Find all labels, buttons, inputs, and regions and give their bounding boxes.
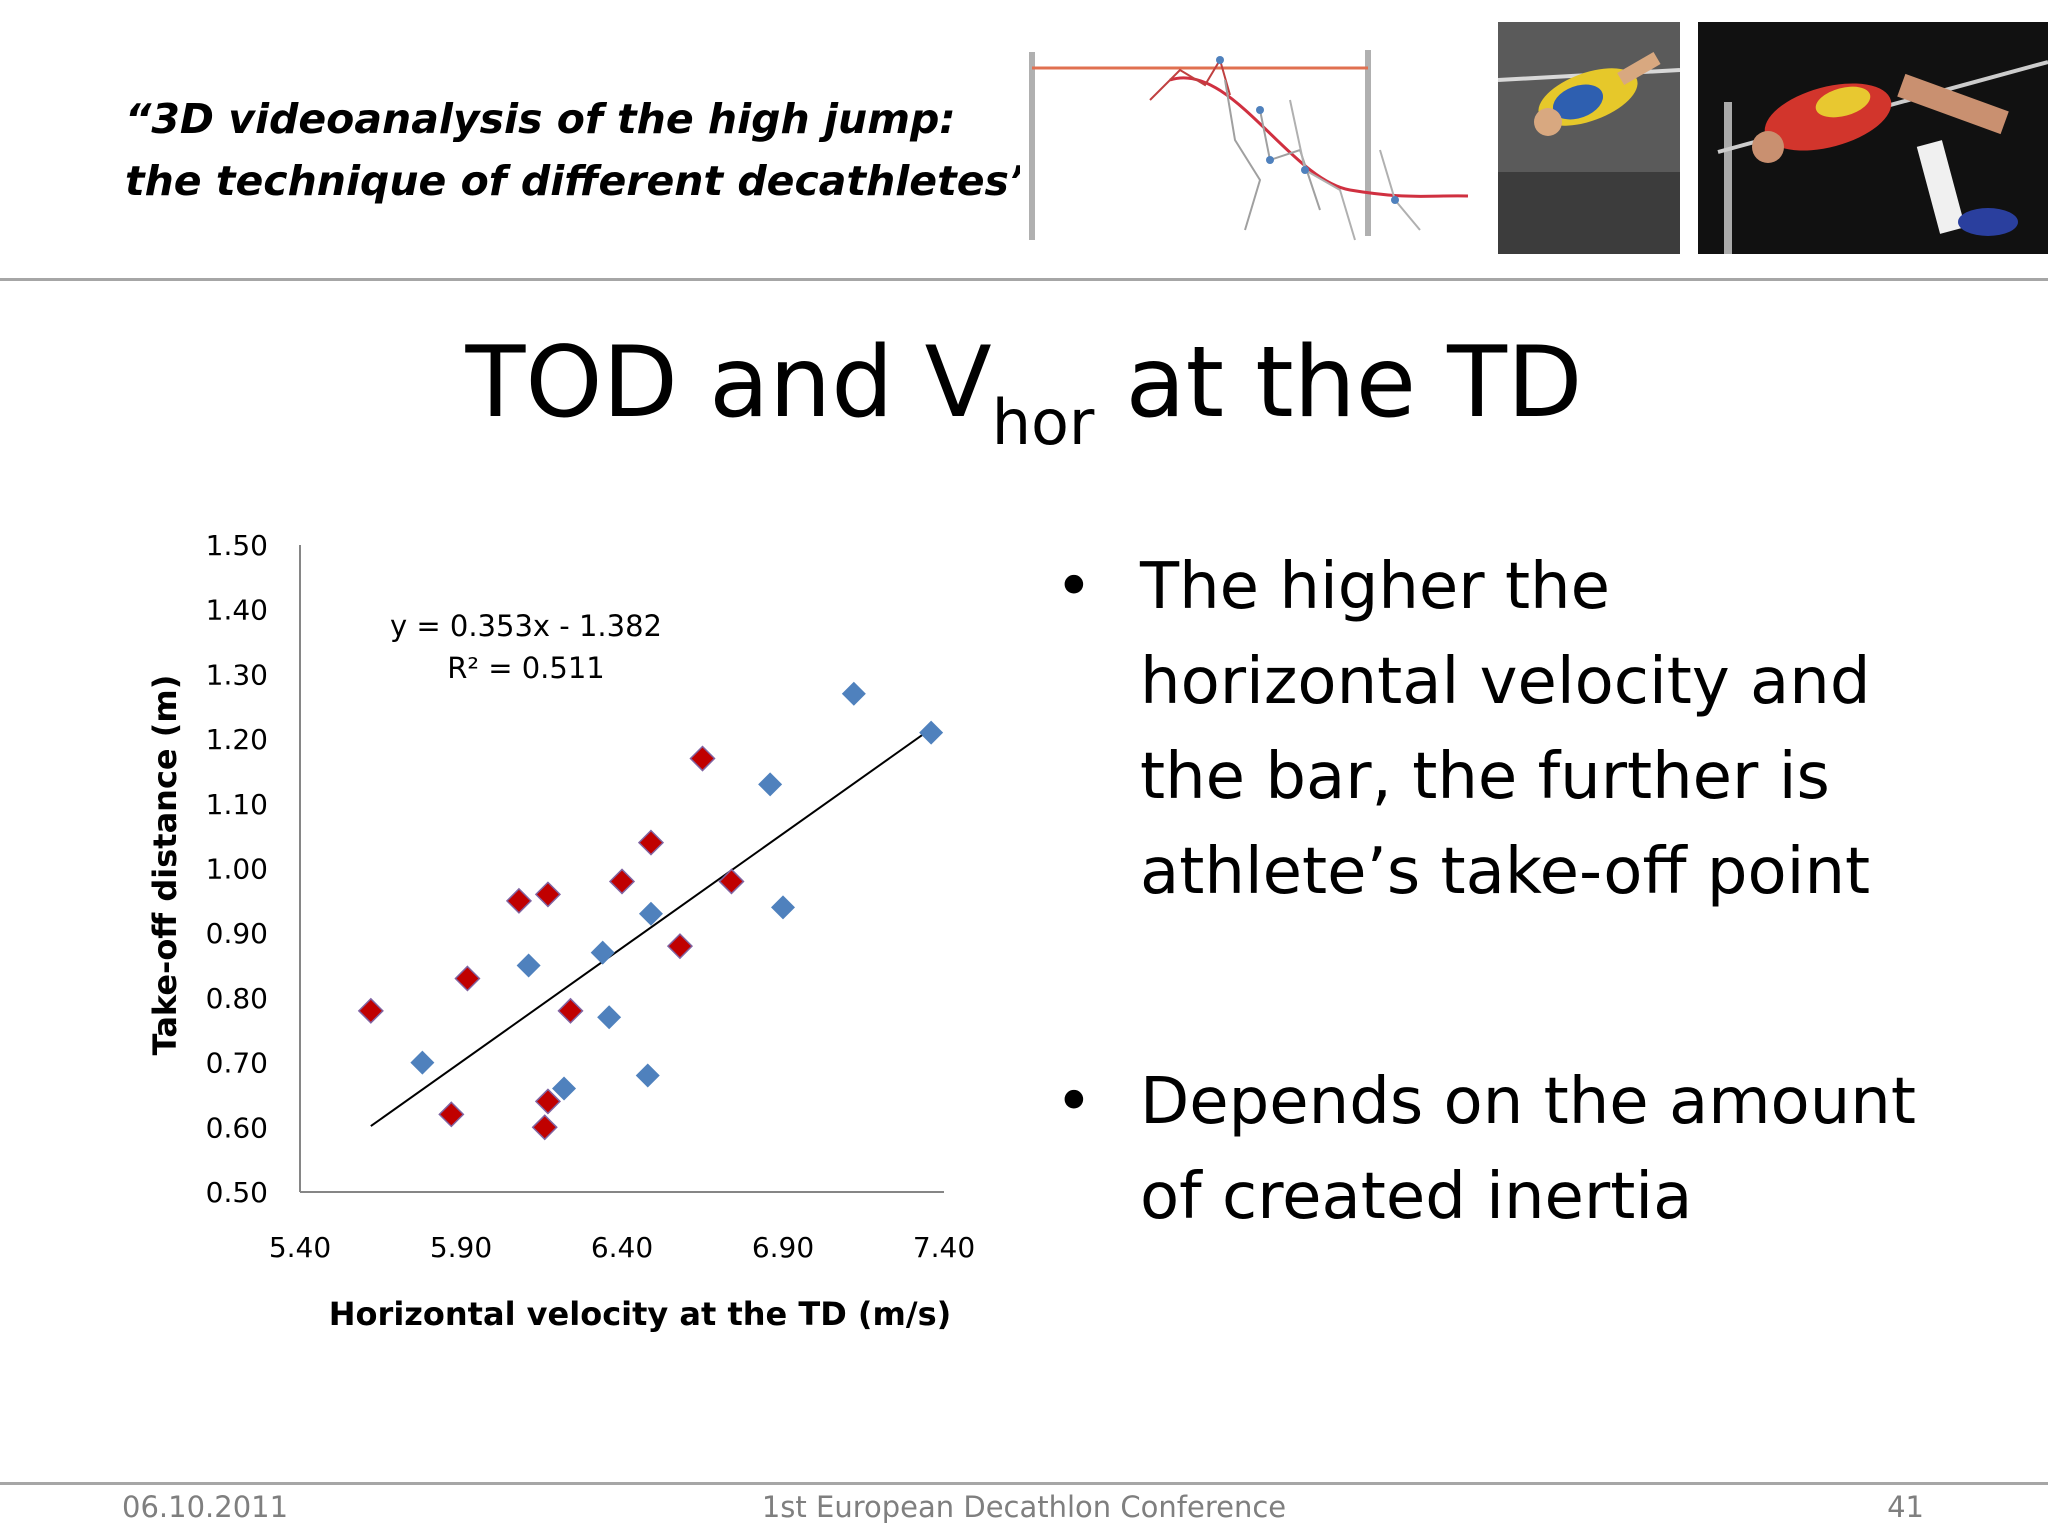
data-point-series-1 (919, 720, 944, 745)
data-point-series-1 (771, 895, 795, 920)
bullet-1-line-1: The higher the (1140, 550, 1610, 624)
trendline (370, 727, 932, 1127)
data-point-series-2 (454, 965, 481, 992)
data-point-series-1 (638, 901, 663, 926)
y-tick-label: 1.50 (206, 529, 268, 562)
y-tick-label: 0.60 (206, 1111, 268, 1144)
y-tick-label: 1.30 (206, 658, 268, 691)
data-point-series-2 (357, 997, 384, 1024)
data-point-series-1 (841, 681, 866, 706)
data-point-series-2 (531, 1114, 558, 1141)
bullet-1-line-3: the bar, the further is (1140, 740, 1830, 814)
data-point-series-2 (534, 881, 562, 908)
data-point-series-2 (718, 868, 745, 895)
athlete-photo-red (1698, 22, 2048, 254)
high-jump-stick-figure-diagram (1020, 40, 1470, 250)
x-tick-label: 6.40 (591, 1231, 653, 1264)
data-point-series-2 (666, 933, 694, 960)
data-point-series-1 (597, 1005, 622, 1030)
footer-page-number: 41 (1887, 1490, 1924, 1524)
scatter-chart: 0.50 0.60 0.70 0.80 0.90 1.00 1.10 1.20 1.30 1.40… (146, 529, 976, 1333)
header-divider (0, 278, 2048, 281)
bullet-1-line-4: athlete’s take-off point (1140, 835, 1871, 909)
title-tail: at the TD (1094, 326, 1583, 440)
bullet-2-line-1: Depends on the amount (1140, 1065, 1916, 1139)
x-tick-label: 5.40 (269, 1231, 331, 1264)
data-point-series-2 (438, 1101, 465, 1128)
data-point-series-1 (516, 953, 541, 978)
header-quote-line1: “3D videoanalysis of the high jump: (125, 95, 956, 143)
x-tick-label: 5.90 (430, 1231, 492, 1264)
bullet-symbol: • (1055, 550, 1093, 624)
y-tick-label: 0.80 (206, 982, 268, 1015)
x-tick-label: 6.90 (752, 1231, 814, 1264)
data-point-series-1 (410, 1050, 435, 1075)
chart-trendline-group (370, 727, 932, 1127)
y-tick-label: 1.20 (206, 723, 268, 756)
title-main: TOD and V (465, 326, 992, 440)
bullet-symbol: • (1055, 1065, 1093, 1139)
x-tick-label: 7.40 (913, 1231, 975, 1264)
trendline-r-squared: R² = 0.511 (447, 651, 605, 685)
y-axis-label: Take-off distance (m) (146, 675, 184, 1056)
chart-points (357, 681, 944, 1141)
data-point-series-2 (534, 1088, 562, 1115)
footer-date: 06.10.2011 (122, 1490, 289, 1524)
bullet-item: • Depends on the amount of created inert… (1055, 1055, 2015, 1245)
bullet-list: • The higher the horizontal velocity and… (1055, 540, 2015, 1245)
y-tick-label: 0.70 (206, 1047, 268, 1080)
y-tick-label: 1.40 (206, 594, 268, 627)
data-point-series-1 (635, 1063, 660, 1088)
athlete-photo-yellow-blue (1498, 22, 1680, 254)
data-point-series-2 (637, 829, 665, 856)
bullet-item: • The higher the horizontal velocity and… (1055, 540, 2015, 920)
y-tick-label: 0.50 (206, 1176, 268, 1209)
data-point-series-2 (608, 868, 636, 895)
data-point-series-1 (552, 1076, 577, 1101)
y-tick-label: 1.00 (206, 853, 268, 886)
data-point-series-2 (557, 997, 584, 1024)
data-point-series-2 (505, 887, 533, 914)
bullet-2-line-2: of created inertia (1140, 1160, 1693, 1234)
data-point-series-1 (758, 772, 783, 797)
y-tick-label: 1.10 (206, 788, 268, 821)
x-axis-label: Horizontal velocity at the TD (m/s) (329, 1295, 951, 1333)
data-point-series-1 (590, 940, 615, 965)
footer-divider (0, 1482, 2048, 1485)
header-quote: “3D videoanalysis of the high jump: the … (125, 88, 1036, 212)
title-subscript: hor (991, 385, 1095, 459)
header-quote-line2: the technique of different decathletes” (125, 157, 1036, 205)
slide-title: TOD and Vhor at the TD (0, 318, 2048, 488)
trendline-equation: y = 0.353x - 1.382 (390, 609, 662, 643)
data-point-series-2 (689, 745, 716, 772)
chart-ticks: 0.50 0.60 0.70 0.80 0.90 1.00 1.10 1.20 1.30 1.40… (206, 529, 976, 1264)
chart-axes (299, 545, 944, 1193)
bullet-1-line-2: horizontal velocity and (1140, 645, 1871, 719)
footer-conference: 1st European Decathlon Conference (761, 1490, 1287, 1524)
y-tick-label: 0.90 (206, 917, 268, 950)
